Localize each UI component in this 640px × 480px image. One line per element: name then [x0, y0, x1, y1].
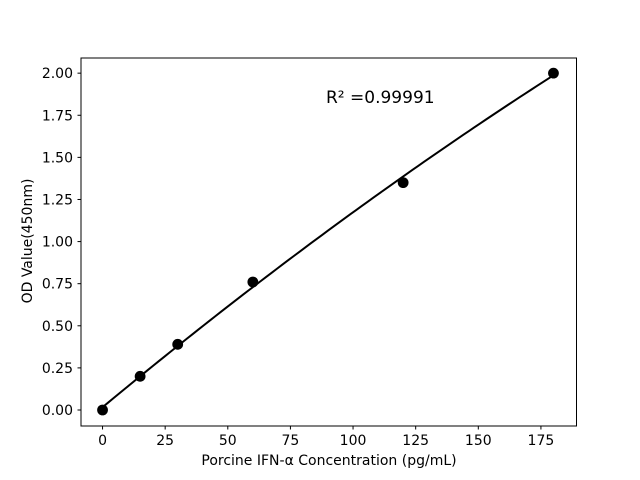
x-tick-label: 125 [402, 433, 429, 449]
x-tick-label: 175 [528, 433, 555, 449]
data-point [548, 67, 559, 79]
data-point [97, 404, 108, 416]
data-point [397, 177, 409, 189]
x-tick-label: 50 [219, 433, 237, 449]
y-tick-label: 1.00 [42, 235, 73, 251]
plot-border [80, 57, 577, 427]
y-axis-label: OD Value(450nm) [20, 178, 36, 304]
data-point [247, 276, 259, 288]
y-tick-label: 1.50 [42, 150, 73, 166]
x-axis-label: Porcine IFN-α Concentration (pg/mL) [201, 453, 457, 469]
y-tick-label: 2.00 [42, 66, 73, 82]
data-point [134, 370, 146, 382]
x-tick-label: 25 [156, 433, 174, 449]
y-tick-label: 0.75 [42, 277, 73, 293]
data-point [172, 338, 184, 350]
y-tick-label: 1.75 [42, 108, 73, 124]
x-tick-label: 100 [340, 433, 367, 449]
y-tick-label: 0.25 [42, 361, 73, 377]
fit-line [101, 74, 554, 409]
x-tick-label: 75 [282, 433, 300, 449]
x-tick-label: 150 [465, 433, 492, 449]
y-tick-label: 0.50 [42, 319, 73, 335]
y-tick-label: 0.00 [42, 403, 73, 419]
x-tick-label: 0 [98, 433, 107, 449]
y-tick-label: 1.25 [42, 192, 73, 208]
r-squared-annotation: R² =0.99991 [326, 88, 435, 108]
